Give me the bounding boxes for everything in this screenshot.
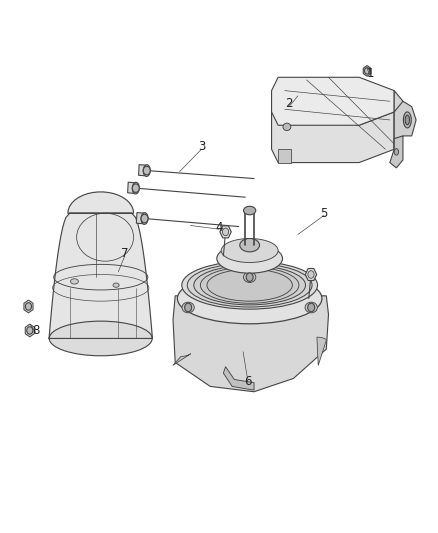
Circle shape: [307, 303, 314, 312]
Ellipse shape: [283, 123, 291, 131]
Ellipse shape: [71, 279, 78, 284]
Polygon shape: [220, 226, 231, 238]
Ellipse shape: [141, 213, 148, 224]
Ellipse shape: [207, 269, 292, 301]
Circle shape: [246, 273, 253, 281]
Ellipse shape: [132, 182, 139, 194]
Polygon shape: [25, 324, 34, 337]
Polygon shape: [363, 66, 371, 76]
Polygon shape: [394, 101, 416, 149]
Circle shape: [141, 214, 148, 223]
Polygon shape: [305, 269, 317, 280]
Ellipse shape: [143, 165, 150, 176]
Polygon shape: [24, 300, 33, 313]
Ellipse shape: [240, 239, 259, 252]
Ellipse shape: [244, 206, 256, 215]
Ellipse shape: [182, 302, 194, 313]
Circle shape: [25, 303, 32, 310]
Ellipse shape: [113, 283, 119, 287]
Polygon shape: [272, 77, 394, 125]
Polygon shape: [136, 213, 145, 224]
Circle shape: [27, 327, 33, 334]
Text: 5: 5: [321, 207, 328, 220]
Polygon shape: [272, 112, 394, 163]
Polygon shape: [317, 337, 326, 366]
Ellipse shape: [403, 112, 411, 128]
Polygon shape: [390, 136, 403, 168]
Polygon shape: [173, 296, 328, 392]
Ellipse shape: [49, 321, 152, 356]
Ellipse shape: [305, 302, 317, 313]
Text: 6: 6: [244, 375, 251, 387]
Ellipse shape: [200, 267, 299, 303]
Circle shape: [223, 228, 229, 236]
Polygon shape: [394, 91, 403, 149]
Text: 3: 3: [198, 140, 205, 153]
Ellipse shape: [217, 244, 283, 273]
Ellipse shape: [221, 239, 278, 263]
Ellipse shape: [194, 265, 305, 305]
Text: 7: 7: [121, 247, 129, 260]
Circle shape: [132, 184, 139, 192]
Ellipse shape: [182, 261, 318, 309]
Polygon shape: [173, 354, 191, 366]
Text: 8: 8: [32, 324, 39, 337]
Polygon shape: [223, 367, 254, 390]
Text: 1: 1: [366, 67, 374, 80]
Ellipse shape: [177, 273, 322, 324]
Ellipse shape: [394, 149, 399, 155]
Circle shape: [308, 271, 314, 278]
Ellipse shape: [187, 263, 312, 307]
Text: 4: 4: [215, 221, 223, 233]
Circle shape: [364, 68, 370, 74]
Text: 2: 2: [285, 98, 293, 110]
Polygon shape: [138, 165, 147, 176]
Ellipse shape: [244, 272, 256, 282]
Polygon shape: [49, 192, 152, 338]
Circle shape: [143, 166, 150, 175]
Ellipse shape: [405, 115, 410, 125]
Circle shape: [185, 303, 192, 312]
Polygon shape: [278, 149, 291, 163]
Polygon shape: [127, 182, 136, 193]
